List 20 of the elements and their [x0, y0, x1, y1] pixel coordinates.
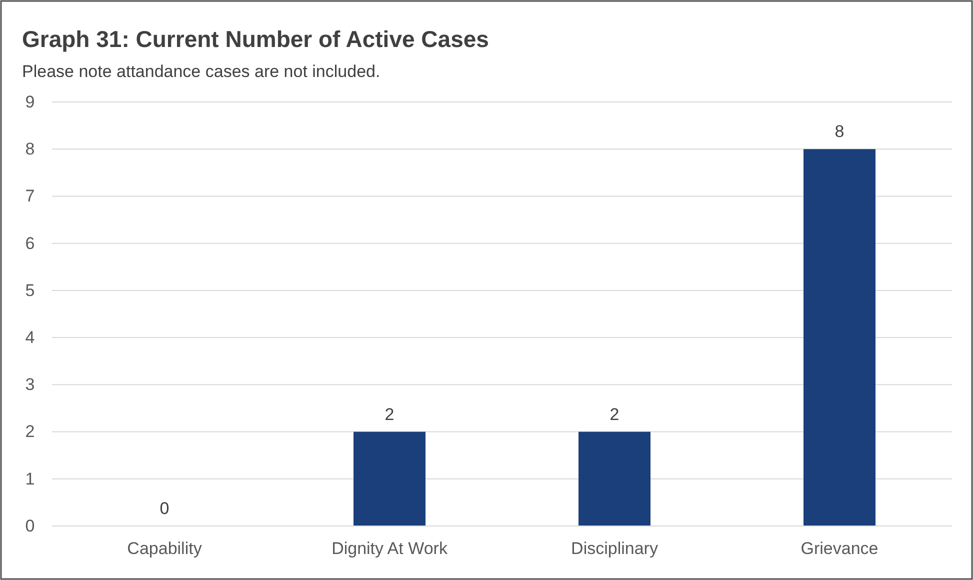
y-tick-label: 6 [25, 234, 35, 253]
y-tick-label: 5 [25, 280, 35, 300]
x-tick-label: Grievance [800, 539, 878, 558]
x-tick-label: Dignity At Work [332, 539, 448, 558]
x-tick-label: Capability [127, 539, 202, 558]
y-tick-label: 7 [25, 186, 35, 206]
y-tick-label: 8 [25, 140, 35, 159]
data-label: 2 [610, 404, 620, 424]
y-tick-label: 3 [25, 375, 35, 394]
data-label: 0 [160, 499, 170, 518]
y-tick-label: 0 [25, 516, 35, 536]
y-tick-label: 4 [25, 328, 35, 347]
y-tick-label: 9 [25, 92, 35, 112]
data-label: 8 [834, 122, 844, 142]
chart-subtitle: Please note attandance cases are not included. [22, 62, 380, 81]
y-tick-label: 2 [25, 422, 35, 442]
chart-title: Graph 31: Current Number of Active Cases [22, 26, 489, 52]
x-tick-label: Disciplinary [571, 539, 658, 558]
data-label: 2 [384, 404, 394, 424]
y-tick-label: 1 [25, 469, 35, 488]
